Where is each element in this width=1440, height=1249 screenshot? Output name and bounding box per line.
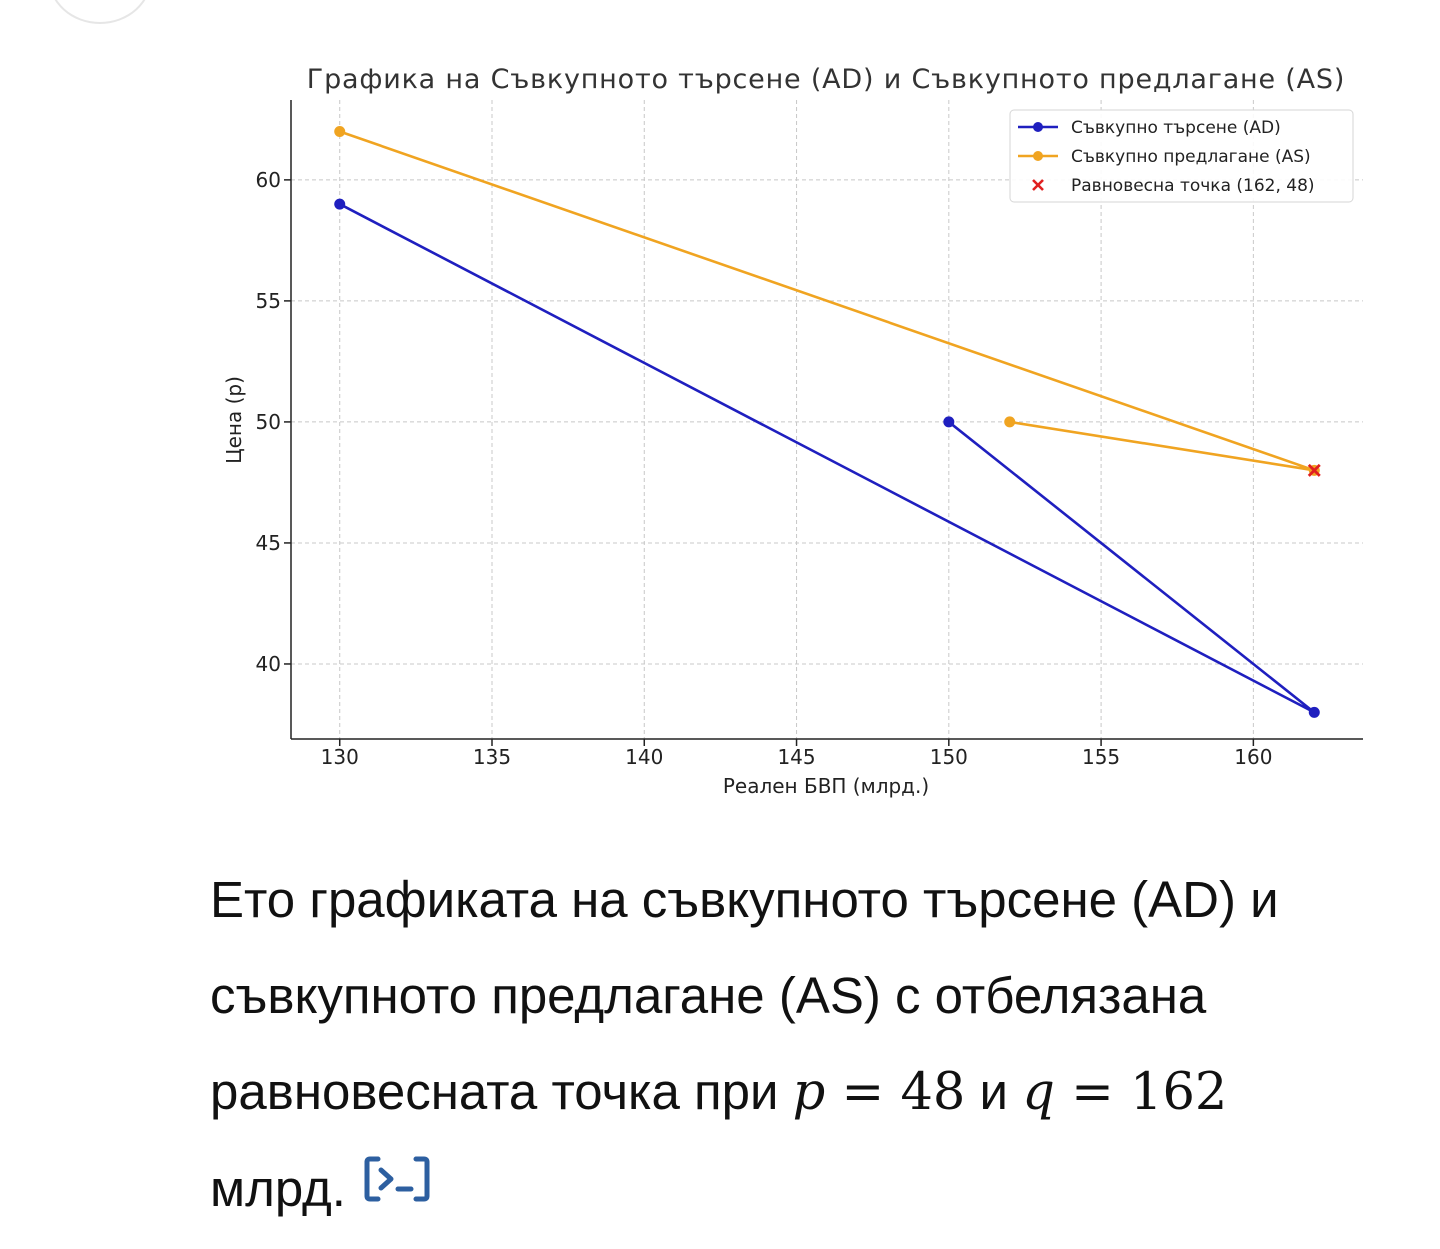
chart-axes xyxy=(290,100,1363,740)
data-point xyxy=(334,198,346,210)
legend-swatch xyxy=(1033,122,1043,132)
x-tick-label: 135 xyxy=(473,745,511,769)
x-tick-label: 140 xyxy=(625,745,663,769)
x-tick-label: 150 xyxy=(930,745,968,769)
legend-swatch xyxy=(1033,151,1043,161)
assistant-message: Ето графиката на съвкупното търсене (AD)… xyxy=(210,852,1410,1237)
data-point xyxy=(943,416,955,428)
data-point xyxy=(1308,706,1320,718)
data-point xyxy=(1004,416,1016,428)
message-line: млрд. xyxy=(210,1141,1410,1237)
series-line xyxy=(339,202,1316,714)
x-tick-label: 130 xyxy=(321,745,359,769)
message-text: равновесната точка при xyxy=(210,1063,793,1120)
legend-entry: Съвкупно предлагане (AS) xyxy=(1018,147,1311,167)
chart-ticks: 130 135 140 145 150 155 160 40 45 50 55 60 xyxy=(256,168,1273,769)
x-tick-label: 145 xyxy=(777,745,815,769)
chart-legend: Съвкупно търсене (AD) Съвкупно предлагане… xyxy=(1009,109,1354,203)
code-interpreter-icon[interactable] xyxy=(364,1138,430,1234)
x-tick-label: 160 xyxy=(1234,745,1272,769)
math-formula: q = 162 xyxy=(1022,1063,1228,1122)
y-tick-label: 40 xyxy=(256,652,281,676)
equilibrium-marker xyxy=(1307,463,1321,477)
message-line: съвкупното предлагане (AS) с отбелязана xyxy=(210,967,1207,1024)
y-axis-label: Цена (p) xyxy=(222,376,246,464)
legend-swatch xyxy=(1032,179,1044,191)
legend-box xyxy=(1009,109,1354,203)
legend-label: Съвкупно търсене (AD) xyxy=(1071,118,1281,138)
math-formula: p = 48 xyxy=(792,1063,966,1122)
y-tick-label: 55 xyxy=(256,289,281,313)
x-tick-label: 155 xyxy=(1082,745,1120,769)
legend-entry: Съвкупно търсене (AD) xyxy=(1018,118,1281,138)
message-line: равновесната точка при p = 48 и q = 162 xyxy=(210,1044,1410,1141)
legend-label: Съвкупно предлагане (AS) xyxy=(1071,147,1311,167)
y-tick-label: 60 xyxy=(256,168,281,192)
y-tick-label: 50 xyxy=(256,410,281,434)
chart-title: Графика на Съвкупното търсене (AD) и Съв… xyxy=(307,64,1345,95)
message-text: и xyxy=(965,1063,1023,1120)
x-axis-label: Реален БВП (млрд.) xyxy=(723,774,929,798)
marker-stroke xyxy=(1307,463,1321,477)
legend-label: Равновесна точка (162, 48) xyxy=(1071,176,1315,196)
y-tick-label: 45 xyxy=(256,531,281,555)
data-point xyxy=(334,125,346,137)
message-line: Ето графиката на съвкупното търсене (AD)… xyxy=(210,871,1279,928)
legend-entry: Равновесна точка (162, 48) xyxy=(1032,176,1315,196)
chart: 130 135 140 145 150 155 160 40 45 50 55 60 Графика … xyxy=(222,64,1363,798)
chart-series xyxy=(334,125,1321,718)
